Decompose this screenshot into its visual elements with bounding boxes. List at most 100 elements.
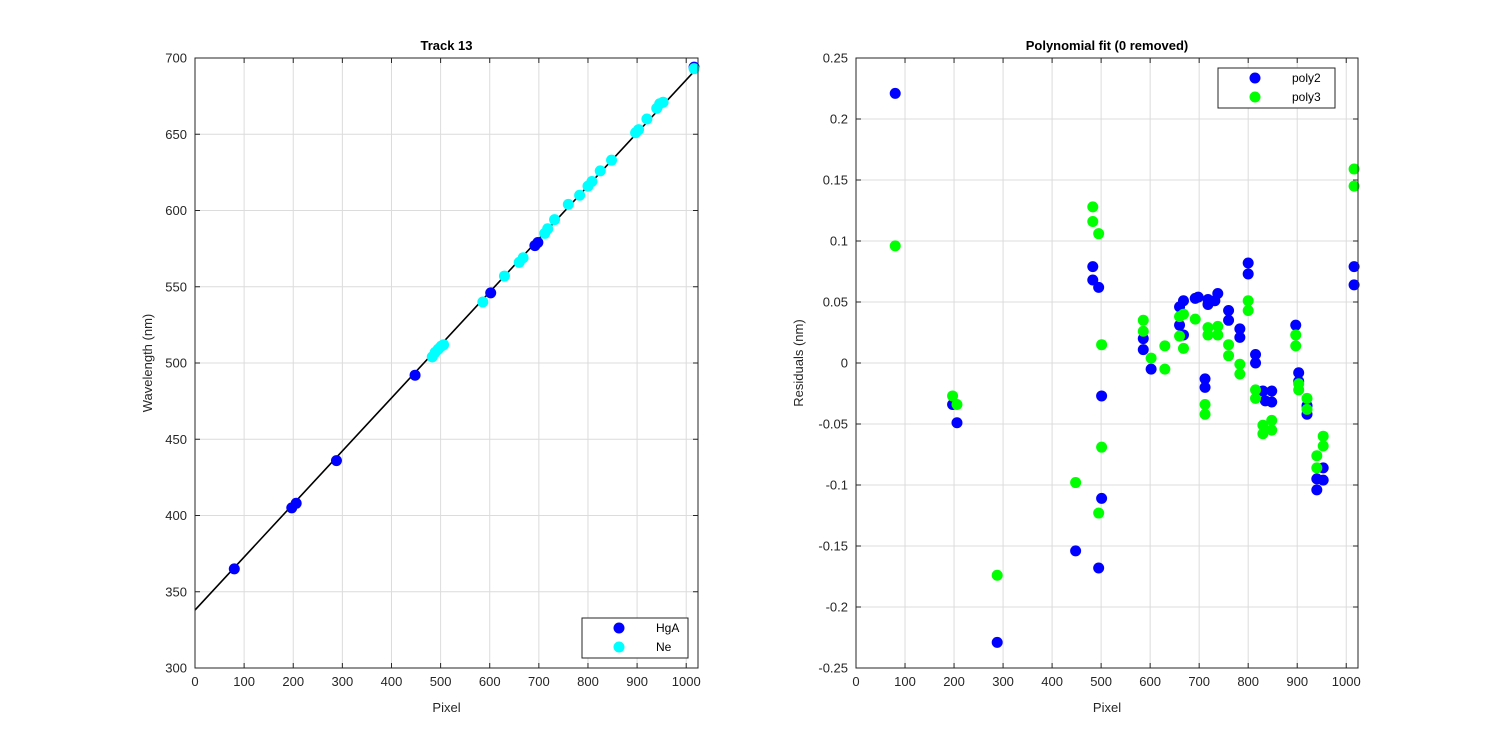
data-point — [1234, 323, 1246, 335]
x-tick-label: 0 — [191, 674, 198, 689]
data-point — [1199, 381, 1211, 393]
legend-label: Ne — [656, 640, 672, 654]
data-point — [1290, 329, 1302, 341]
series-poly3 — [889, 163, 1360, 581]
y-tick-label: 650 — [165, 127, 187, 142]
data-point — [1159, 340, 1171, 352]
x-tick-label: 900 — [626, 674, 648, 689]
legend-box — [1217, 67, 1336, 109]
data-point — [951, 417, 963, 429]
data-point — [228, 563, 240, 575]
x-axis-label: Pixel — [1093, 700, 1121, 715]
y-tick-label: -0.05 — [818, 417, 848, 432]
data-point — [409, 369, 421, 381]
data-point — [1174, 319, 1186, 331]
data-point — [889, 240, 901, 252]
data-point — [438, 339, 450, 351]
data-point — [1257, 419, 1269, 431]
data-point — [1317, 440, 1329, 452]
data-point — [1093, 562, 1105, 574]
data-point — [1234, 331, 1246, 343]
wavelength-calibration-chart: 0 100 200 300 400 500 600 700 800 900 1000 300 350 40… — [140, 38, 701, 715]
data-point — [1070, 477, 1082, 489]
data-point — [1317, 474, 1329, 486]
data-point — [1242, 295, 1254, 307]
y-axis-label: Wavelength (nm) — [140, 314, 155, 413]
data-point — [1137, 344, 1149, 356]
y-tick-label: 400 — [165, 508, 187, 523]
data-point — [1311, 450, 1323, 462]
data-point — [1199, 398, 1211, 410]
data-point — [1087, 201, 1099, 213]
data-point — [1311, 484, 1323, 496]
data-point — [1250, 384, 1262, 396]
x-tick-label: 300 — [992, 674, 1014, 689]
legend-label: HgA — [656, 621, 679, 635]
x-tick-label: 700 — [1188, 674, 1210, 689]
data-point — [991, 636, 1003, 648]
data-point — [1192, 291, 1204, 303]
data-point — [606, 154, 618, 166]
x-tick-label: 200 — [943, 674, 965, 689]
legend-marker — [613, 641, 625, 653]
data-point — [1223, 339, 1235, 351]
data-point — [1093, 507, 1105, 519]
y-tick-label: 0.2 — [830, 112, 848, 127]
data-point — [1266, 396, 1278, 408]
x-tick-label: 1000 — [1332, 674, 1361, 689]
data-point — [485, 287, 497, 299]
data-point — [641, 113, 653, 125]
data-point — [1250, 348, 1262, 360]
data-point — [532, 237, 544, 249]
y-tick-label: 0.15 — [823, 173, 848, 188]
data-point — [517, 252, 529, 264]
data-point — [1242, 268, 1254, 280]
data-point — [477, 296, 489, 308]
data-point — [1223, 305, 1235, 317]
x-tick-label: 500 — [1090, 674, 1112, 689]
x-tick-label: 100 — [233, 674, 255, 689]
data-point — [1096, 339, 1108, 351]
data-point — [1174, 330, 1186, 342]
y-tick-label: 450 — [165, 432, 187, 447]
x-tick-label: 700 — [528, 674, 550, 689]
data-point — [1223, 314, 1235, 326]
data-point — [1177, 295, 1189, 307]
data-point — [498, 270, 510, 282]
x-tick-label: 400 — [1041, 674, 1063, 689]
y-tick-label: 0 — [841, 356, 848, 371]
axes-box — [855, 57, 1359, 669]
data-point — [1093, 281, 1105, 293]
x-tick-label: 0 — [852, 674, 859, 689]
x-tick-label: 100 — [894, 674, 916, 689]
data-point — [1348, 279, 1360, 291]
data-point — [1212, 320, 1224, 332]
x-tick-label: 200 — [282, 674, 304, 689]
legend: poly2 poly3 — [1217, 67, 1336, 109]
fit-line — [194, 66, 699, 611]
y-tick-label: -0.1 — [826, 478, 848, 493]
data-point — [1290, 340, 1302, 352]
data-point — [542, 223, 554, 235]
x-axis-label: Pixel — [432, 700, 460, 715]
data-point — [290, 497, 302, 509]
data-point — [1301, 403, 1313, 415]
data-point — [1093, 228, 1105, 240]
residuals-chart: 0 100 200 300 400 500 600 700 800 900 1000 -0.25 -0.… — [791, 38, 1361, 715]
y-tick-label: 550 — [165, 279, 187, 294]
y-tick-label: 0.25 — [823, 51, 848, 66]
data-point — [1189, 313, 1201, 325]
y-tick-label: 500 — [165, 356, 187, 371]
data-point — [1266, 424, 1278, 436]
data-point — [1290, 319, 1302, 331]
data-point — [1317, 430, 1329, 442]
x-tick-label: 800 — [1237, 674, 1259, 689]
x-tick-label: 600 — [479, 674, 501, 689]
series-poly2 — [889, 87, 1360, 648]
data-point — [1087, 215, 1099, 227]
x-tick-label: 800 — [577, 674, 599, 689]
x-tick-label: 300 — [332, 674, 354, 689]
y-axis-label: Residuals (nm) — [791, 319, 806, 406]
data-point — [586, 176, 598, 188]
data-point — [1234, 368, 1246, 380]
